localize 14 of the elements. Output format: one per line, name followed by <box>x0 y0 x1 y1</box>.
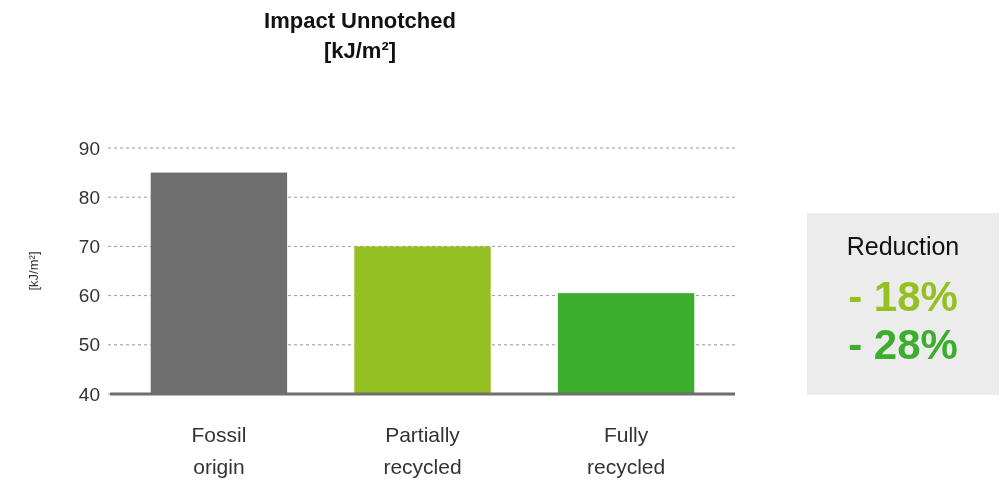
y-tick-label: 70 <box>78 235 100 257</box>
y-tick-label: 90 <box>78 137 100 159</box>
x-tick-label: Fully recycled <box>586 423 666 478</box>
chart-title: Impact Unnotched [kJ/m²] <box>264 8 456 63</box>
text: Reduction <box>846 232 960 260</box>
y-tick-label: 50 <box>78 334 100 356</box>
text: - 28% <box>848 321 958 368</box>
x-tick-label: Fossil origin <box>191 423 247 478</box>
y-tick-label: 40 <box>78 383 100 405</box>
y-tick-label: 60 <box>78 285 100 307</box>
y-tick-label: 80 <box>78 186 100 208</box>
y-axis-title: [kJ/m²] <box>26 251 41 291</box>
x-tick-label: Partially recycled <box>383 423 462 478</box>
text: - 18% <box>848 273 958 320</box>
